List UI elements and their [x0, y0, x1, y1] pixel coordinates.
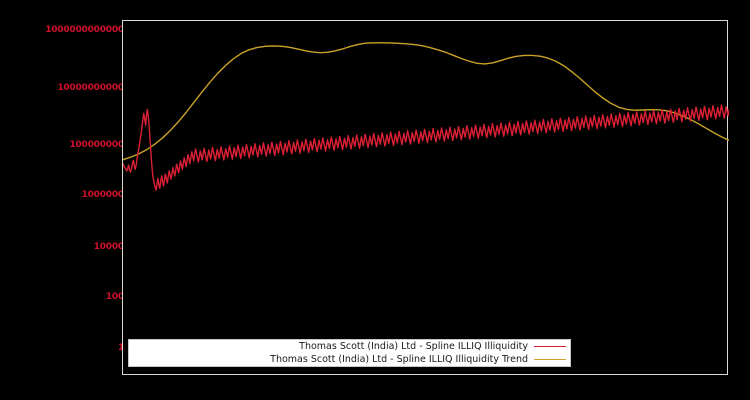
y-tick-label: 10000 [93, 242, 125, 252]
plot-area [122, 20, 729, 375]
y-tick-label: 1000000 [81, 190, 125, 200]
series-line-trend [123, 42, 729, 161]
legend-line-swatch [534, 359, 566, 360]
legend-entry-illiquidity-trend: Thomas Scott (India) Ltd - Spline ILLIQ … [129, 353, 566, 366]
y-tick-label: 10000000000 [57, 82, 124, 93]
legend-line-swatch [534, 346, 566, 347]
legend-entry-illiquidity: Thomas Scott (India) Ltd - Spline ILLIQ … [129, 340, 566, 353]
legend-label: Thomas Scott (India) Ltd - Spline ILLIQ … [299, 341, 528, 352]
y-tick-label: 1000000000000 [45, 25, 124, 35]
series-line-illiquidity [123, 104, 729, 191]
legend-label: Thomas Scott (India) Ltd - Spline ILLIQ … [270, 354, 528, 365]
y-tick-label: 100000000 [69, 140, 124, 150]
series-canvas [123, 42, 729, 191]
legend: Thomas Scott (India) Ltd - Spline ILLIQ … [128, 339, 571, 367]
